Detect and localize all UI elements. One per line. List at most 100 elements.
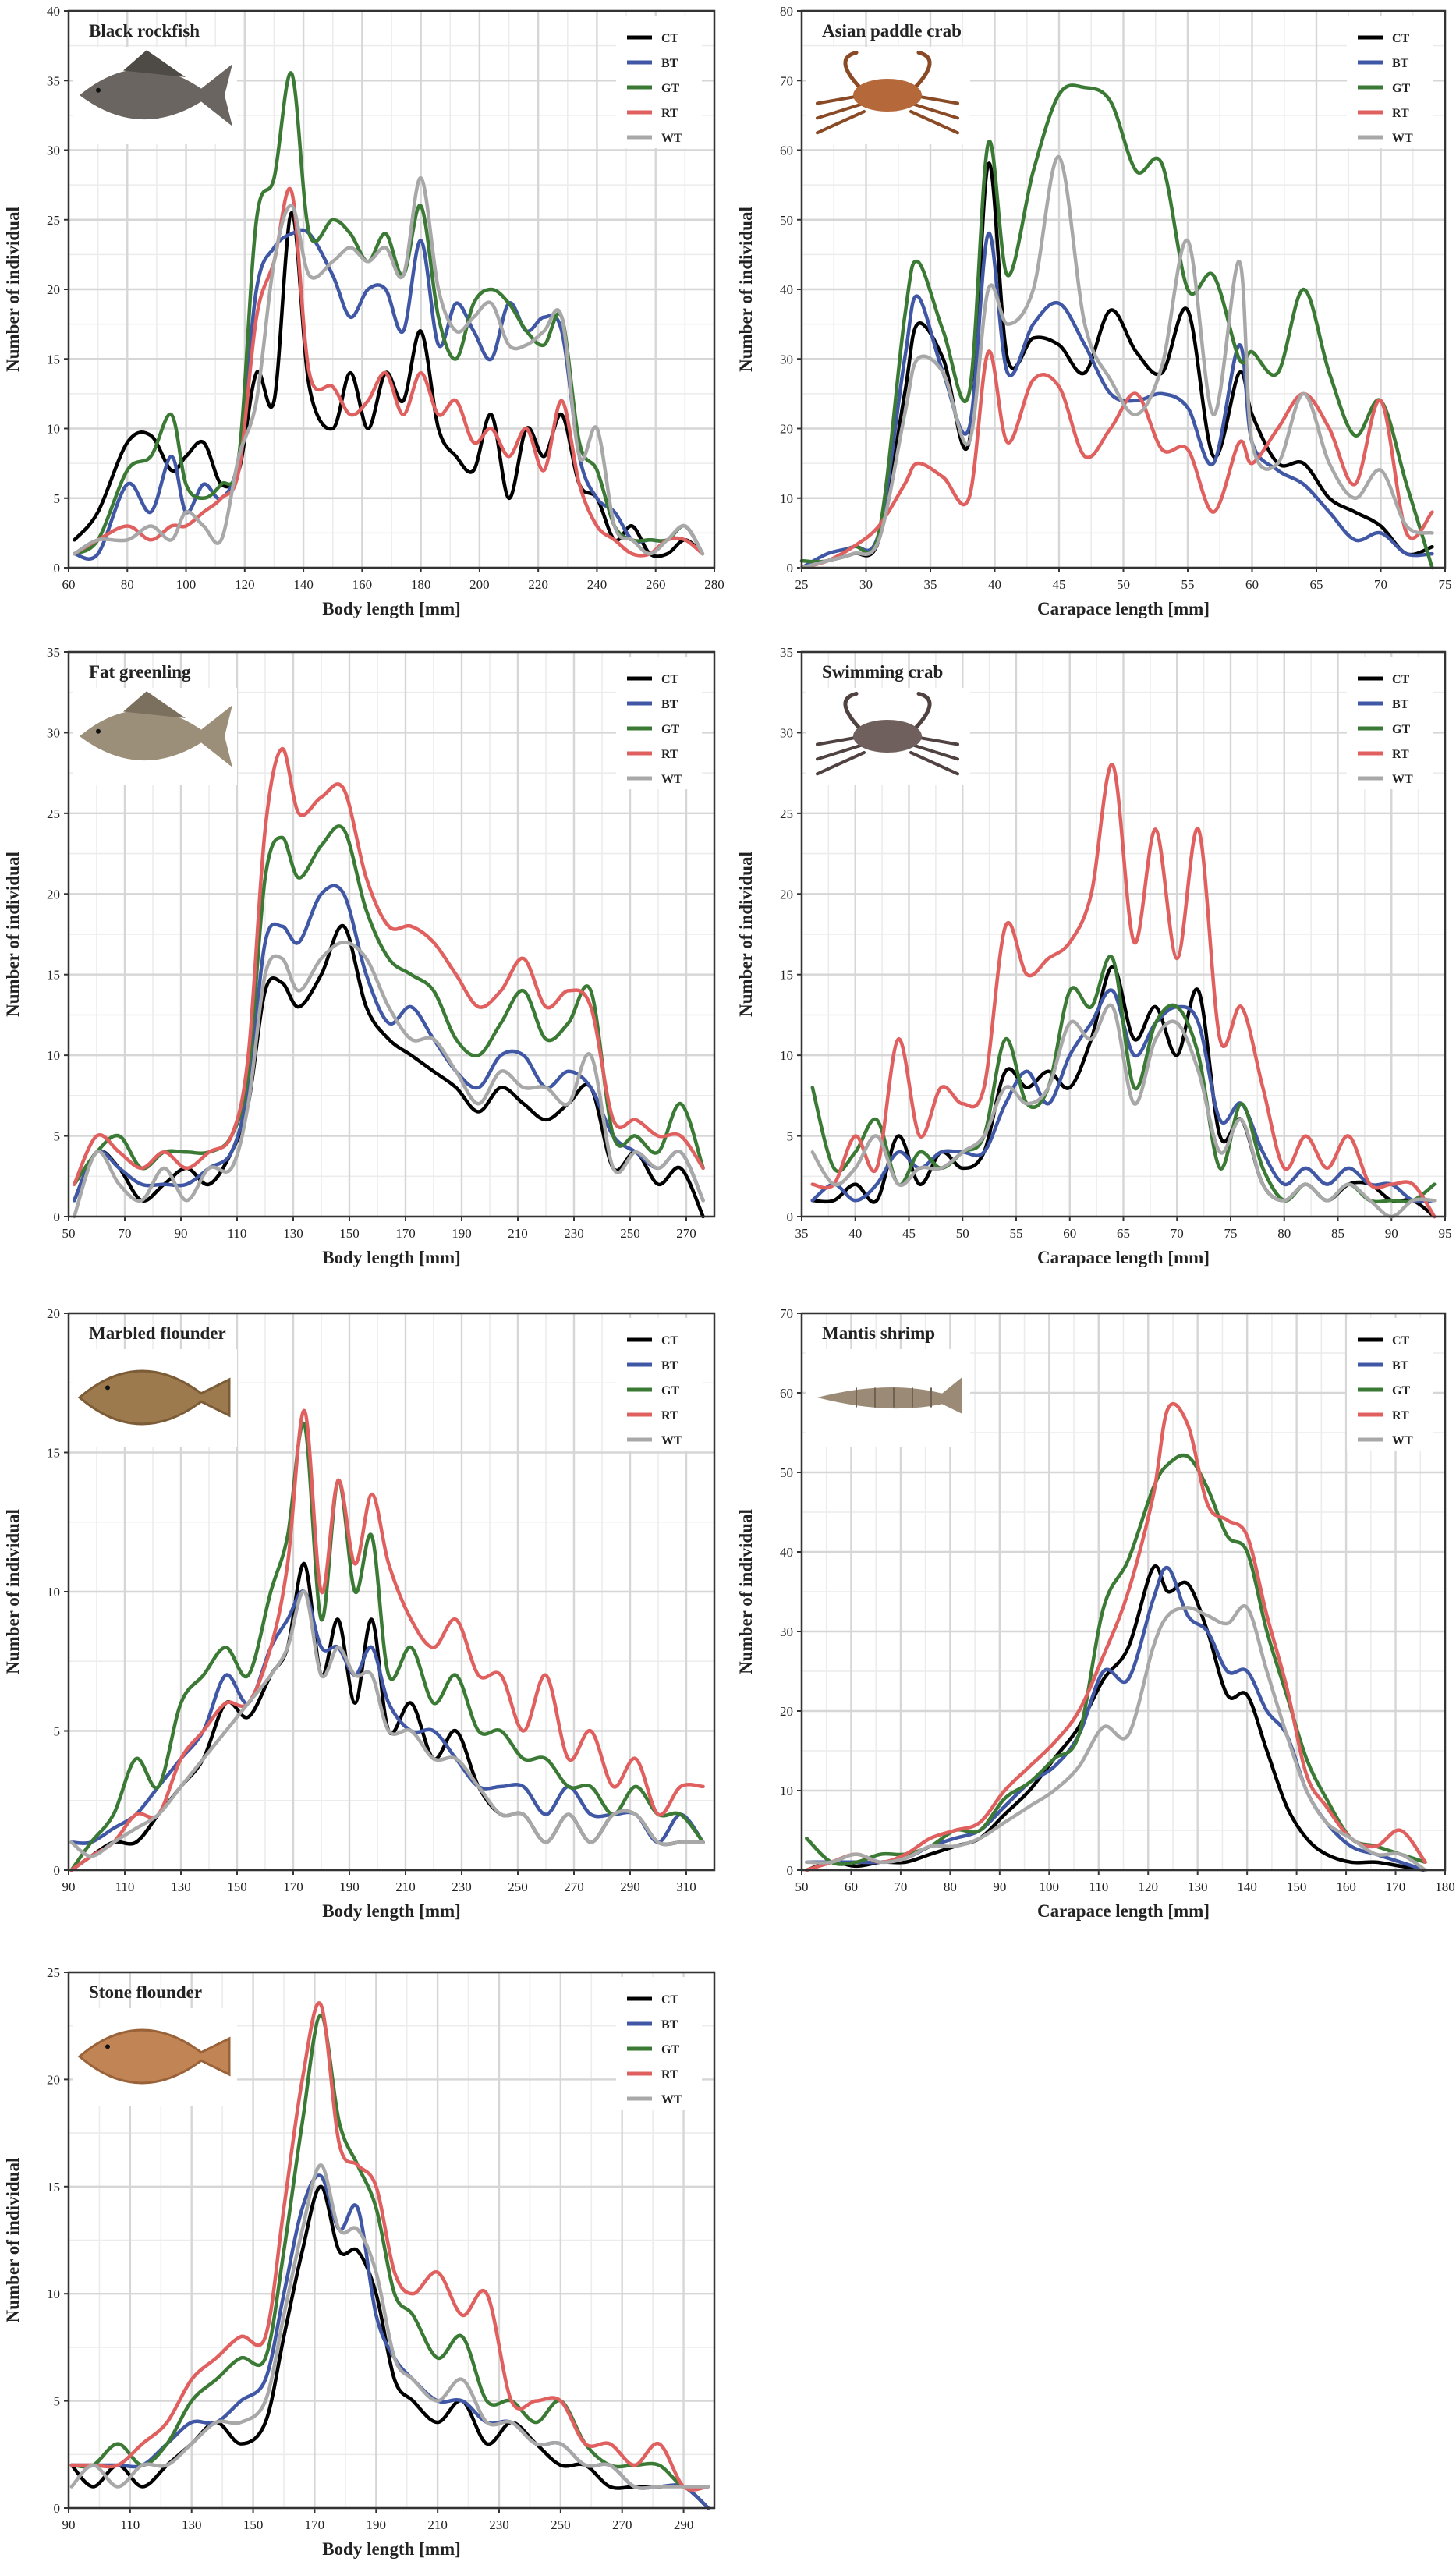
black-rockfish-ytick-label: 35 (47, 73, 60, 88)
stone-flounder-xtick-label: 90 (62, 2517, 76, 2532)
mantis-shrimp-frame (800, 1312, 1447, 1872)
stone-flounder-ylabel: Number of individual (3, 2158, 23, 2323)
black-rockfish-ytick-label: 10 (47, 422, 60, 437)
fat-greenling-xtick-label: 90 (175, 1226, 188, 1241)
mantis-shrimp-ytick-label: 50 (780, 1465, 793, 1480)
stone-flounder-ytick-label: 15 (47, 2180, 60, 2195)
mantis-shrimp-xtick-label: 150 (1287, 1879, 1307, 1894)
mantis-shrimp-xtick-label: 120 (1138, 1879, 1158, 1894)
marbled-flounder-xtick-label: 110 (115, 1879, 135, 1894)
fat-greenling-ytick-label: 5 (54, 1129, 61, 1144)
swimming-crab-xtick-label: 55 (1010, 1226, 1023, 1241)
mantis-shrimp-ytick-label: 60 (780, 1386, 793, 1401)
swimming-crab-xtick-label: 45 (902, 1226, 916, 1241)
black-rockfish-xtick-label: 140 (293, 577, 314, 592)
swimming-crab-xtick-label: 40 (848, 1226, 862, 1241)
marbled-flounder-ytick-label: 10 (47, 1585, 60, 1600)
swimming-crab-ytick-label: 0 (787, 1210, 794, 1224)
black-rockfish-series-wt (73, 175, 705, 556)
asian-paddle-crab-xtick-label: 50 (1117, 577, 1130, 592)
marbled-flounder-legend-label-ct: CT (661, 1334, 679, 1348)
marbled-flounder-title: Marbled flounder (89, 1323, 226, 1343)
black-rockfish-legend-label-wt: WT (661, 132, 682, 145)
mantis-shrimp-legend-label-ct: CT (1392, 1334, 1410, 1348)
swimming-crab-icon (816, 691, 959, 776)
fat-greenling-legend-label-rt: RT (661, 748, 678, 761)
stone-flounder-xtick-label: 110 (120, 2517, 140, 2532)
asian-paddle-crab-xtick-label: 25 (795, 577, 809, 592)
stone-flounder-ytick-label: 0 (54, 2501, 61, 2516)
marbled-flounder-ytick-label: 15 (47, 1446, 60, 1461)
stone-flounder-xtick-label: 210 (427, 2517, 448, 2532)
swimming-crab-xtick-label: 85 (1331, 1226, 1344, 1241)
black-rockfish-ytick-label: 0 (54, 561, 61, 576)
black-rockfish-ytick-label: 20 (47, 282, 60, 297)
asian-paddle-crab-legend-label-wt: WT (1392, 132, 1413, 145)
mantis-shrimp-icon (817, 1376, 962, 1414)
black-rockfish-xtick-label: 260 (646, 577, 666, 592)
swimming-crab-legend-label-bt: BT (1392, 698, 1409, 711)
swimming-crab-ytick-label: 35 (780, 645, 793, 660)
black-rockfish-ylabel: Number of individual (3, 207, 23, 372)
swimming-crab-panel: 35 40 45 50 55 60 65 70 75 80 85 90 95 0 5 10 15 20 25 30 35… (736, 645, 1452, 1267)
fat-greenling-ylabel: Number of individual (3, 852, 23, 1017)
swimming-crab-ytick-label: 15 (780, 968, 793, 983)
mantis-shrimp-series-wt (805, 1604, 1427, 1872)
black-rockfish-xtick-label: 220 (528, 577, 548, 592)
black-rockfish-xtick-label: 100 (176, 577, 197, 592)
mantis-shrimp-panel: 50 60 70 80 90 100 110 120 130 140 150 160 170 180 0 10… (736, 1306, 1455, 1921)
fat-greenling-xtick-label: 190 (452, 1226, 472, 1241)
marbled-flounder-ylabel: Number of individual (3, 1509, 23, 1674)
asian-paddle-crab-xtick-label: 45 (1053, 577, 1066, 592)
swimming-crab-ytick-label: 5 (787, 1129, 794, 1144)
asian-paddle-crab-ytick-label: 40 (780, 282, 793, 297)
mantis-shrimp-xtick-label: 180 (1435, 1879, 1455, 1894)
fat-greenling-ytick-label: 35 (47, 645, 60, 660)
fat-greenling-ytick-label: 10 (47, 1048, 60, 1063)
stone-flounder-xtick-label: 290 (674, 2517, 694, 2532)
marbled-flounder-xtick-label: 130 (171, 1879, 191, 1894)
mantis-shrimp-ytick-label: 40 (780, 1545, 793, 1560)
asian-paddle-crab-xtick-label: 70 (1374, 577, 1387, 592)
asian-paddle-crab-xlabel: Carapace length [mm] (1037, 599, 1210, 618)
fat-greenling-title: Fat greenling (89, 662, 191, 682)
swimming-crab-xtick-label: 75 (1224, 1226, 1238, 1241)
asian-paddle-crab-xtick-label: 65 (1310, 577, 1323, 592)
black-rockfish-xtick-label: 60 (62, 577, 76, 592)
swimming-crab-xlabel: Carapace length [mm] (1037, 1248, 1210, 1267)
black-rockfish-icon (80, 50, 232, 126)
marbled-flounder-ytick-label: 0 (54, 1863, 61, 1878)
fat-greenling-xtick-label: 250 (620, 1226, 640, 1241)
swimming-crab-xtick-label: 90 (1385, 1226, 1398, 1241)
fat-greenling-legend-label-gt: GT (661, 723, 679, 736)
stone-flounder-xtick-label: 130 (182, 2517, 202, 2532)
stone-flounder-ytick-label: 5 (54, 2394, 61, 2409)
mantis-shrimp-series-rt (805, 1402, 1427, 1872)
asian-paddle-crab-xtick-label: 35 (924, 577, 937, 592)
marbled-flounder-xtick-label: 150 (227, 1879, 247, 1894)
stone-flounder-xtick-label: 150 (243, 2517, 264, 2532)
mantis-shrimp-title: Mantis shrimp (822, 1323, 935, 1343)
fat-greenling-xtick-label: 210 (508, 1226, 528, 1241)
asian-paddle-crab-title: Asian paddle crab (822, 21, 962, 41)
stone-flounder-ytick-label: 25 (47, 1965, 60, 1980)
mantis-shrimp-xlabel: Carapace length [mm] (1037, 1901, 1210, 1921)
stone-flounder-xtick-label: 270 (612, 2517, 632, 2532)
mantis-shrimp-xtick-label: 100 (1040, 1879, 1060, 1894)
swimming-crab-xtick-label: 65 (1117, 1226, 1130, 1241)
asian-paddle-crab-legend-label-rt: RT (1392, 107, 1409, 120)
black-rockfish-series-gt (73, 71, 705, 556)
black-rockfish-title: Black rockfish (89, 21, 200, 41)
swimming-crab-xtick-label: 60 (1063, 1226, 1076, 1241)
mantis-shrimp-xtick-label: 130 (1188, 1879, 1208, 1894)
black-rockfish-xtick-label: 160 (352, 577, 373, 592)
fat-greenling-series-rt (72, 746, 705, 1186)
marbled-flounder-legend-label-wt: WT (661, 1434, 682, 1447)
stone-flounder-xtick-label: 230 (489, 2517, 509, 2532)
asian-paddle-crab-legend-label-ct: CT (1392, 32, 1410, 45)
fat-greenling-panel: 50 70 90 110 130 150 170 190 210 230 250 270 0 5 10 15 2… (3, 645, 716, 1267)
fat-greenling-xtick-label: 130 (283, 1226, 303, 1241)
asian-paddle-crab-series-gt (799, 83, 1434, 570)
marbled-flounder-xlabel: Body length [mm] (322, 1901, 461, 1921)
stone-flounder-xtick-label: 250 (551, 2517, 571, 2532)
